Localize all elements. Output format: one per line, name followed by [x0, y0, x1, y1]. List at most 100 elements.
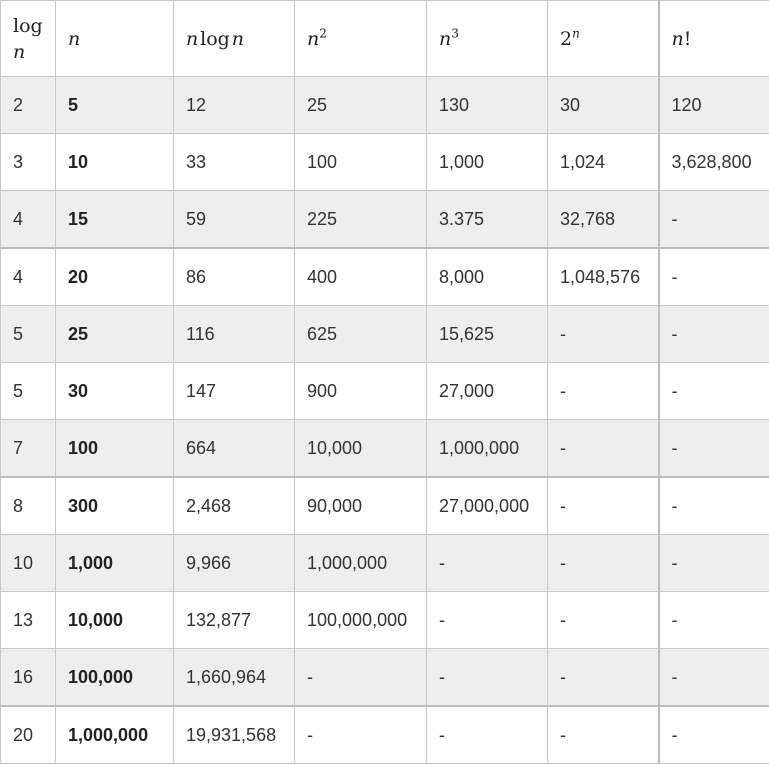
cell-log-n: 5	[1, 363, 56, 420]
cell-n-factorial: 3,628,800	[659, 134, 769, 191]
cell-n: 20	[56, 248, 174, 306]
cell-n-log-n: 664	[174, 420, 295, 478]
cell-n-log-n: 12	[174, 77, 295, 134]
cell-log-n: 7	[1, 420, 56, 478]
cell-two-pow-n: 1,024	[548, 134, 659, 191]
cell-n-squared: 100,000,000	[295, 592, 427, 649]
cell-n-factorial: -	[659, 477, 769, 535]
cell-n-cubed: 8,000	[427, 248, 548, 306]
header-n-squared: n2	[295, 1, 427, 77]
cell-n-cubed: -	[427, 649, 548, 707]
cell-log-n: 16	[1, 649, 56, 707]
cell-n: 25	[56, 306, 174, 363]
cell-two-pow-n: -	[548, 477, 659, 535]
cell-n-log-n: 1,660,964	[174, 649, 295, 707]
cell-n-log-n: 2,468	[174, 477, 295, 535]
cell-two-pow-n: -	[548, 535, 659, 592]
header-n-log-n: n log n	[174, 1, 295, 77]
cell-n-factorial: 120	[659, 77, 769, 134]
cell-two-pow-n: -	[548, 592, 659, 649]
cell-n-squared: 225	[295, 191, 427, 249]
cell-n-factorial: -	[659, 248, 769, 306]
cell-log-n: 4	[1, 248, 56, 306]
cell-two-pow-n: -	[548, 706, 659, 764]
cell-log-n: 13	[1, 592, 56, 649]
cell-two-pow-n: 32,768	[548, 191, 659, 249]
cell-n: 10,000	[56, 592, 174, 649]
cell-two-pow-n: 1,048,576	[548, 248, 659, 306]
cell-n: 10	[56, 134, 174, 191]
cell-n-squared: 90,000	[295, 477, 427, 535]
cell-n-log-n: 86	[174, 248, 295, 306]
cell-n-squared: 1,000,000	[295, 535, 427, 592]
cell-n-factorial: -	[659, 592, 769, 649]
cell-n: 1,000,000	[56, 706, 174, 764]
cell-n-squared: 100	[295, 134, 427, 191]
cell-n-cubed: 1,000	[427, 134, 548, 191]
cell-n-log-n: 33	[174, 134, 295, 191]
cell-n-factorial: -	[659, 363, 769, 420]
header-n-factorial: n!	[659, 1, 769, 77]
cell-two-pow-n: -	[548, 420, 659, 478]
cell-n-factorial: -	[659, 535, 769, 592]
cell-n: 100,000	[56, 649, 174, 707]
header-n: n	[56, 1, 174, 77]
cell-n: 15	[56, 191, 174, 249]
cell-n-squared: -	[295, 706, 427, 764]
cell-log-n: 10	[1, 535, 56, 592]
cell-n-squared: 900	[295, 363, 427, 420]
cell-two-pow-n: -	[548, 306, 659, 363]
cell-n-squared: -	[295, 649, 427, 707]
cell-n-log-n: 147	[174, 363, 295, 420]
cell-n-cubed: -	[427, 592, 548, 649]
cell-n-cubed: 1,000,000	[427, 420, 548, 478]
cell-n-factorial: -	[659, 649, 769, 707]
cell-n: 1,000	[56, 535, 174, 592]
cell-n-cubed: 130	[427, 77, 548, 134]
cell-n-log-n: 19,931,568	[174, 706, 295, 764]
cell-n-log-n: 116	[174, 306, 295, 363]
header-two-pow-n: 2n	[548, 1, 659, 77]
cell-n: 100	[56, 420, 174, 478]
cell-two-pow-n: -	[548, 363, 659, 420]
header-n-cubed: n3	[427, 1, 548, 77]
cell-n-factorial: -	[659, 306, 769, 363]
cell-log-n: 4	[1, 191, 56, 249]
cell-n-squared: 625	[295, 306, 427, 363]
cell-n-squared: 10,000	[295, 420, 427, 478]
cell-two-pow-n: 30	[548, 77, 659, 134]
cell-n-log-n: 59	[174, 191, 295, 249]
cell-n: 300	[56, 477, 174, 535]
cell-log-n: 2	[1, 77, 56, 134]
cell-log-n: 5	[1, 306, 56, 363]
cell-n-cubed: 27,000,000	[427, 477, 548, 535]
cell-n-factorial: -	[659, 706, 769, 764]
cell-n-cubed: 15,625	[427, 306, 548, 363]
cell-n-factorial: -	[659, 191, 769, 249]
cell-log-n: 8	[1, 477, 56, 535]
cell-log-n: 20	[1, 706, 56, 764]
cell-n-squared: 400	[295, 248, 427, 306]
cell-log-n: 3	[1, 134, 56, 191]
cell-n: 30	[56, 363, 174, 420]
cell-n-cubed: 27,000	[427, 363, 548, 420]
cell-n: 5	[56, 77, 174, 134]
cell-n-cubed: 3.375	[427, 191, 548, 249]
cell-n-cubed: -	[427, 706, 548, 764]
cell-n-factorial: -	[659, 420, 769, 478]
